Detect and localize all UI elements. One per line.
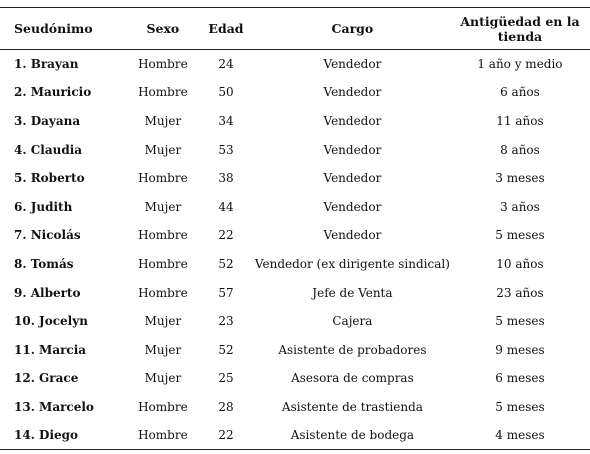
cell-cargo: Asistente de probadores [278,342,427,357]
cell-cargo: Vendedor [323,57,382,72]
cell-cargo: Vendedor (ex dirigente sindical) [254,256,450,271]
header-sexo: Sexo [128,7,198,50]
cell-edad: 50 [218,85,234,100]
cell-antiguedad: 3 años [500,199,540,214]
table-row: 14. Diego Hombre 22 Asistente de bodega 4 me… [0,421,590,451]
cell-seudonimo: 3. Dayana [14,113,81,128]
cell-edad: 53 [218,142,234,157]
cell-antiguedad: 5 meses [495,399,545,414]
table-row: 7. Nicolás Hombre 22 Vendedor 5 meses [0,221,590,250]
cell-seudonimo: 8. Tomás [14,256,74,271]
cell-sexo: Hombre [138,171,188,186]
cell-seudonimo: 4. Claudia [14,142,83,157]
cell-antiguedad: 6 años [500,85,540,100]
table-row: 1. Brayan Hombre 24 Vendedor 1 año y medio [0,50,590,79]
cell-sexo: Hombre [128,421,198,451]
cell-edad: 52 [218,342,234,357]
table-row: 9. Alberto Hombre 57 Jefe de Venta 23 años [0,278,590,307]
cell-seudonimo: 9. Alberto [14,285,81,300]
cell-cargo: Asistente de trastienda [281,399,423,414]
cell-seudonimo: 6. Judith [14,199,73,214]
header-edad: Edad [197,7,255,50]
cell-edad: 44 [218,199,234,214]
cell-seudonimo: 12. Grace [14,371,79,386]
cell-cargo: Vendedor [323,85,382,100]
participants-table: Seudónimo Sexo Edad Cargo Antigüedad en … [0,7,590,451]
cell-seudonimo: 13. Marcelo [14,399,94,414]
table-row: 5. Roberto Hombre 38 Vendedor 3 meses [0,164,590,193]
cell-cargo: Cajera [332,314,373,329]
cell-edad: 25 [218,371,234,386]
cell-antiguedad: 3 meses [495,171,545,186]
cell-sexo: Mujer [144,199,182,214]
cell-antiguedad: 5 meses [495,314,545,329]
cell-edad: 24 [218,57,234,72]
cell-seudonimo: 11. Marcia [14,342,87,357]
table-row: 6. Judith Mujer 44 Vendedor 3 años [0,192,590,221]
cell-sexo: Mujer [144,142,182,157]
cell-edad: 23 [218,314,234,329]
cell-seudonimo: 7. Nicolás [14,228,81,243]
header-cargo: Cargo [254,7,450,50]
cell-seudonimo: 14. Diego [0,421,129,451]
cell-cargo: Vendedor [323,113,382,128]
cell-antiguedad: 6 meses [495,371,545,386]
table-row: 12. Grace Mujer 25 Asesora de compras 6 mese… [0,364,590,393]
cell-antiguedad: 5 meses [495,228,545,243]
table-row: 4. Claudia Mujer 53 Vendedor 8 años [0,135,590,164]
header-seudonimo: Seudónimo [0,7,129,50]
cell-seudonimo: 10. Jocelyn [14,314,88,329]
cell-sexo: Mujer [144,371,182,386]
header-row: Seudónimo Sexo Edad Cargo Antigüedad en … [0,7,590,50]
cell-edad: 22 [197,421,255,451]
table-row: 13. Marcelo Hombre 28 Asistente de trastien… [0,393,590,422]
cell-edad: 22 [218,228,234,243]
header-antiguedad: Antigüedad en la tienda [449,7,590,50]
cell-edad: 34 [218,113,234,128]
cell-cargo: Asistente de bodega [254,421,450,451]
cell-seudonimo: 5. Roberto [14,171,85,186]
cell-cargo: Vendedor [323,142,382,157]
cell-cargo: Vendedor [323,171,382,186]
cell-sexo: Hombre [138,228,188,243]
cell-antiguedad: 23 años [496,285,544,300]
cell-sexo: Mujer [144,314,182,329]
cell-antiguedad: 8 años [500,142,540,157]
table-row: 3. Dayana Mujer 34 Vendedor 11 años [0,107,590,136]
cell-cargo: Vendedor [323,228,382,243]
cell-edad: 52 [218,256,234,271]
cell-cargo: Vendedor [323,199,382,214]
cell-sexo: Hombre [138,285,188,300]
cell-sexo: Hombre [138,399,188,414]
table-row: 11. Marcia Mujer 52 Asistente de probadores… [0,335,590,364]
cell-antiguedad: 1 año y medio [477,57,563,72]
cell-edad: 28 [218,399,234,414]
cell-sexo: Hombre [138,57,188,72]
table-row: 2. Mauricio Hombre 50 Vendedor 6 años [0,78,590,107]
cell-seudonimo: 1. Brayan [14,57,79,72]
table-body: 1. Brayan Hombre 24 Vendedor 1 año y medio 2.… [0,50,590,451]
cell-sexo: Mujer [144,113,182,128]
cell-edad: 38 [218,171,234,186]
cell-antiguedad: 11 años [496,113,544,128]
cell-cargo: Asesora de compras [291,371,414,386]
cell-cargo: Jefe de Venta [312,285,393,300]
cell-sexo: Mujer [144,342,182,357]
cell-antiguedad: 9 meses [495,342,545,357]
header-antiguedad-line2: tienda [497,28,543,44]
table-row: 8. Tomás Hombre 52 Vendedor (ex dirigente s… [0,250,590,279]
cell-antiguedad: 10 años [496,256,544,271]
cell-seudonimo: 2. Mauricio [14,85,92,100]
table-header: Seudónimo Sexo Edad Cargo Antigüedad en … [0,7,590,50]
cell-edad: 57 [218,285,234,300]
cell-sexo: Hombre [138,85,188,100]
table-row: 10. Jocelyn Mujer 23 Cajera 5 meses [0,307,590,336]
cell-sexo: Hombre [138,256,188,271]
header-antiguedad-line1: Antigüedad en la [460,13,580,29]
cell-antiguedad: 4 meses [449,421,590,451]
